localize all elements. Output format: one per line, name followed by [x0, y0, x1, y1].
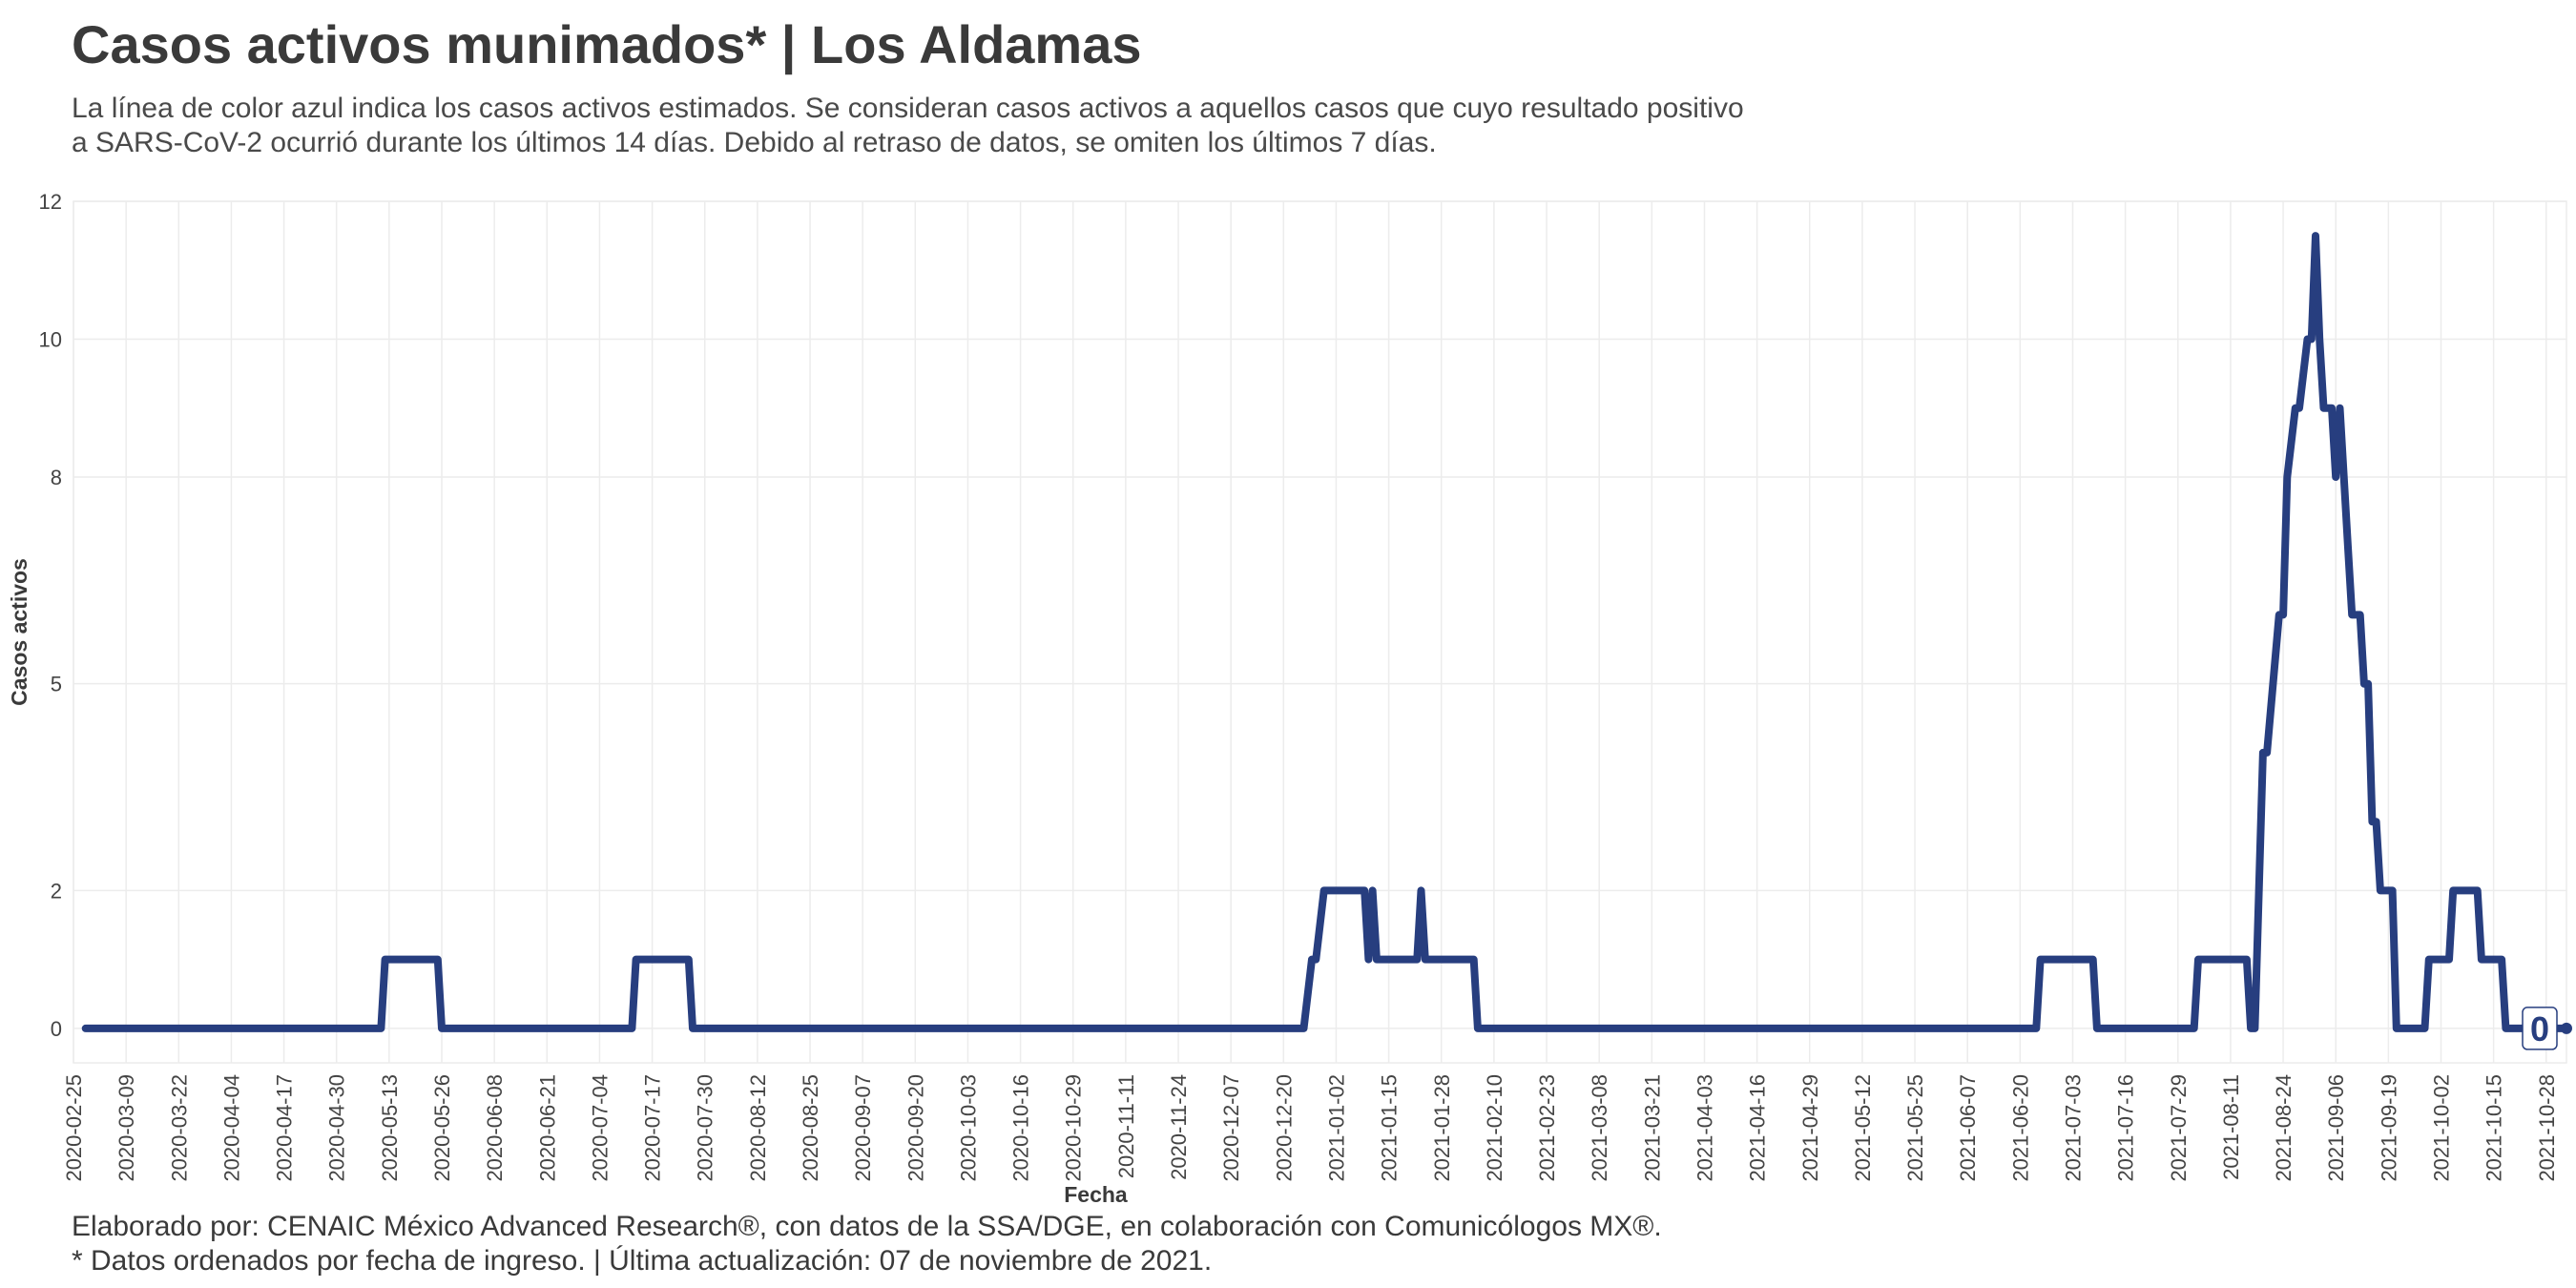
x-tick-label: 2021-06-20	[2008, 1074, 2032, 1182]
y-tick-label: 2	[51, 879, 62, 903]
x-tick-label: 2021-07-03	[2061, 1074, 2085, 1182]
x-tick-label: 2020-10-16	[1009, 1074, 1033, 1182]
x-tick-label: 2020-06-21	[535, 1074, 559, 1182]
end-label-box	[2522, 1007, 2558, 1050]
end-value-label: 0	[2530, 1009, 2549, 1049]
footer-note: * Datos ordenados por fecha de ingreso. …	[72, 1245, 1213, 1277]
x-tick-label: 2021-05-25	[1903, 1074, 1927, 1182]
x-tick-label: 2020-08-25	[799, 1074, 822, 1182]
x-tick-label: 2021-05-12	[1851, 1074, 1875, 1182]
x-tick-label: 2021-03-08	[1588, 1074, 1611, 1182]
x-tick-label: 2021-08-11	[2219, 1074, 2243, 1180]
x-tick-label: 2020-03-09	[114, 1074, 138, 1182]
x-tick-label: 2020-12-07	[1219, 1074, 1243, 1182]
x-tick-label: 2020-10-03	[956, 1074, 980, 1182]
x-tick-label: 2021-04-03	[1693, 1074, 1716, 1182]
x-tick-label: 2020-05-13	[378, 1074, 402, 1182]
chart-title: Casos activos munimados* | Los Aldamas	[72, 14, 1142, 74]
subtitle-line-1: La línea de color azul indica los casos …	[72, 93, 1744, 124]
x-tick-label: 2020-12-20	[1272, 1074, 1296, 1182]
chart-subtitle: La línea de color azul indica los casos …	[72, 92, 1884, 160]
series-line	[81, 232, 2570, 1032]
x-tick-label: 2020-04-30	[325, 1074, 349, 1182]
x-tick-label: 2020-03-22	[167, 1074, 191, 1182]
x-tick-label: 2021-10-28	[2535, 1074, 2559, 1182]
x-tick-label: 2021-02-10	[1483, 1074, 1506, 1182]
x-tick-label: 2020-09-20	[904, 1074, 927, 1182]
x-tick-label: 2020-04-17	[273, 1074, 297, 1182]
x-tick-label: 2020-11-11	[1114, 1074, 1138, 1178]
x-tick-label: 2021-09-06	[2324, 1074, 2348, 1182]
x-tick-label: 2021-10-15	[2483, 1074, 2506, 1182]
x-tick-label: 2021-01-02	[1324, 1074, 1348, 1182]
y-axis-title: Casos activos	[7, 558, 31, 706]
x-tick-label: 2020-10-29	[1062, 1074, 1086, 1182]
y-tick-label: 0	[51, 1017, 62, 1041]
x-tick-label: 2020-06-08	[483, 1074, 507, 1182]
x-tick-label: 2020-08-12	[746, 1074, 770, 1182]
x-tick-label: 2021-01-15	[1378, 1074, 1402, 1182]
x-tick-label: 2020-11-24	[1167, 1074, 1191, 1180]
x-tick-label: 2021-03-21	[1640, 1074, 1664, 1182]
x-tick-label: 2020-02-25	[62, 1074, 86, 1182]
x-tick-label: 2021-02-23	[1535, 1074, 1559, 1182]
y-tick-label: 5	[51, 673, 62, 696]
x-tick-label: 2021-07-29	[2167, 1074, 2191, 1182]
x-tick-label: 2020-05-26	[430, 1074, 454, 1182]
x-tick-label: 2021-10-02	[2430, 1074, 2454, 1182]
x-tick-label: 2021-06-07	[1956, 1074, 1980, 1182]
subtitle-line-2: a SARS-CoV-2 ocurrió durante los últimos…	[72, 127, 1437, 158]
x-tick-label: 2020-07-04	[588, 1074, 612, 1182]
x-tick-label: 2020-09-07	[851, 1074, 875, 1182]
x-tick-label: 2021-07-16	[2114, 1074, 2138, 1182]
x-tick-label: 2020-07-30	[694, 1074, 717, 1182]
x-tick-label: 2020-07-17	[641, 1074, 665, 1182]
x-tick-label: 2021-08-24	[2272, 1074, 2296, 1182]
y-tick-label: 10	[39, 327, 62, 351]
footer-credits: Elaborado por: CENAIC México Advanced Re…	[72, 1211, 1662, 1242]
x-tick-label: 2021-04-16	[1746, 1074, 1770, 1182]
x-tick-label: 2021-04-29	[1798, 1074, 1822, 1182]
end-point	[2561, 1022, 2572, 1034]
x-tick-label: 2021-01-28	[1430, 1074, 1454, 1182]
y-tick-label: 12	[39, 190, 62, 214]
x-tick-label: 2021-09-19	[2377, 1074, 2400, 1182]
x-tick-label: 2020-04-04	[219, 1074, 243, 1182]
x-axis-title: Fecha	[1064, 1182, 1128, 1207]
y-tick-label: 8	[51, 466, 62, 489]
chart-footer: Elaborado por: CENAIC México Advanced Re…	[72, 1210, 1662, 1278]
